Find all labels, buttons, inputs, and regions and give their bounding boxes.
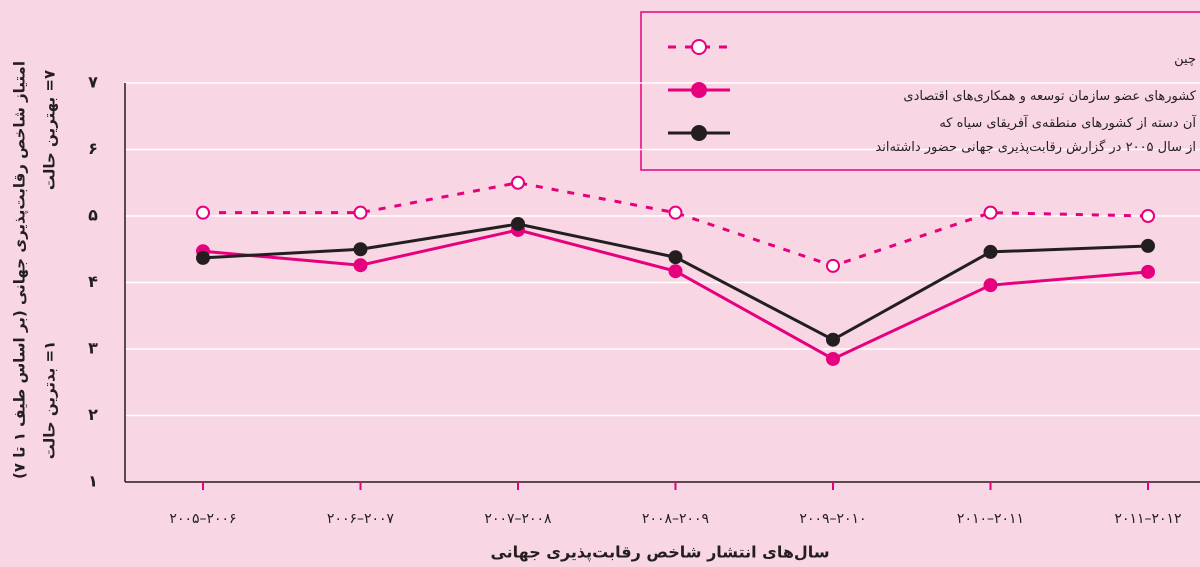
- data-point: [668, 250, 683, 265]
- legend-marker: [691, 125, 707, 141]
- y-tick-label: ۶: [88, 139, 98, 158]
- data-point: [983, 205, 998, 220]
- data-point: [1141, 264, 1155, 279]
- y-tick-label: ۵: [88, 206, 98, 225]
- y-axis-title: امتیاز شاخص رقابت‌پذیری جهانی (بر اساس ط…: [11, 61, 30, 479]
- data-point: [826, 258, 840, 273]
- data-point: [353, 242, 368, 257]
- annotation: ۱= بدترین حالت: [41, 341, 59, 460]
- x-axis-title: سال‌های انتشار شاخص رقابت‌پذیری جهانی: [490, 543, 829, 563]
- x-tick-label: ۲۰۱۱–۲۰۱۲: [1114, 511, 1181, 527]
- data-point: [353, 258, 368, 273]
- legend-marker: [691, 82, 707, 98]
- y-tick-label: ۲: [88, 405, 98, 424]
- data-point: [983, 278, 998, 293]
- x-tick-label: ۲۰۰۷–۲۰۰۸: [484, 511, 552, 527]
- data-point: [353, 205, 368, 220]
- legend-label: چین: [1174, 52, 1196, 67]
- legend-label: آن دسته از کشورهای منطقه‌ی آفریقای سیاه …: [875, 116, 1196, 155]
- y-tick-label: ۱: [88, 472, 98, 491]
- legend-box: [640, 11, 1200, 171]
- x-tick-label: ۲۰۰۹–۲۰۱۰: [799, 511, 866, 527]
- data-point: [511, 175, 525, 190]
- data-point: [983, 244, 998, 259]
- x-tick-label: ۲۰۰۸–۲۰۰۹: [642, 511, 709, 527]
- x-tick-label: ۲۰۰۶–۲۰۰۷: [327, 511, 395, 527]
- data-point: [1141, 238, 1155, 253]
- legend-label: کشورهای عضو سازمان توسعه و همکاری‌های اق…: [903, 89, 1196, 104]
- data-point: [196, 250, 210, 265]
- y-tick-label: ۴: [88, 272, 98, 291]
- annotation: ۷= بهترین حالت: [41, 70, 59, 190]
- data-point: [511, 216, 525, 231]
- data-point: [826, 351, 840, 366]
- legend-marker: [691, 39, 707, 55]
- x-tick-label: ۲۰۰۵–۲۰۰۶: [169, 511, 236, 527]
- data-point: [1141, 209, 1155, 223]
- data-point: [826, 332, 840, 347]
- x-tick-label: ۲۰۱۰–۲۰۱۱: [957, 511, 1024, 527]
- data-point: [196, 205, 210, 220]
- y-tick-label: ۳: [88, 339, 98, 358]
- data-point: [668, 205, 683, 220]
- y-tick-label: ۷: [88, 73, 98, 92]
- data-point: [668, 264, 683, 279]
